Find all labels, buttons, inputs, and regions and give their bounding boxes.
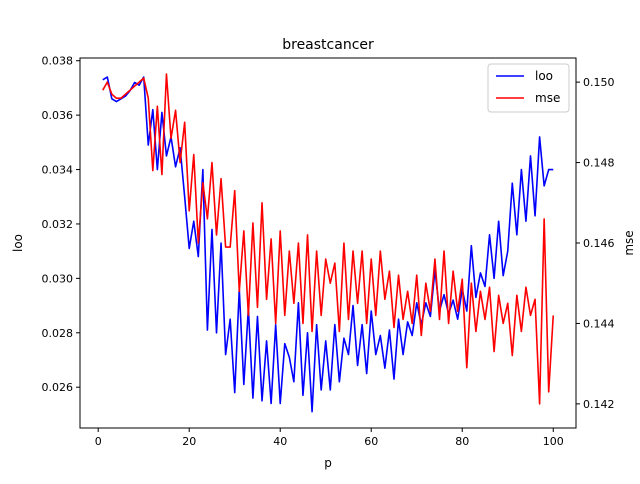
series-line-loo xyxy=(102,76,554,413)
left-y-tick-label: 0.038 xyxy=(42,55,74,68)
right-y-axis-label: mse xyxy=(622,230,636,255)
right-y-tick-label: 0.148 xyxy=(583,157,615,170)
right-y-tick-label: 0.144 xyxy=(583,317,615,330)
x-tick-label: 0 xyxy=(95,435,102,448)
left-y-tick-label: 0.030 xyxy=(42,272,74,285)
right-y-axis: 0.142 0.144 0.146 0.148 0.150 xyxy=(576,76,615,411)
right-y-tick-label: 0.146 xyxy=(583,237,615,250)
left-y-axis-label: loo xyxy=(11,234,25,252)
legend: loo mse xyxy=(487,63,570,113)
x-tick-label: 80 xyxy=(455,435,469,448)
series-line-mse xyxy=(102,73,555,405)
x-tick-label: 100 xyxy=(543,435,564,448)
x-axis: 0 20 40 60 80 100 xyxy=(95,428,564,448)
left-y-tick-label: 0.036 xyxy=(42,109,74,122)
x-tick-label: 60 xyxy=(364,435,378,448)
x-tick-label: 20 xyxy=(182,435,196,448)
left-y-tick-label: 0.026 xyxy=(42,381,74,394)
left-y-tick-label: 0.028 xyxy=(42,327,74,340)
chart-title: breastcancer xyxy=(282,37,374,53)
legend-label-mse: mse xyxy=(535,91,560,105)
left-y-tick-label: 0.032 xyxy=(42,218,74,231)
series-layer xyxy=(102,73,555,413)
x-tick-label: 40 xyxy=(273,435,287,448)
right-y-tick-label: 0.150 xyxy=(583,76,615,89)
legend-label-loo: loo xyxy=(535,69,553,83)
right-y-tick-label: 0.142 xyxy=(583,398,615,411)
left-y-tick-label: 0.034 xyxy=(42,164,74,177)
x-axis-label: p xyxy=(324,456,332,470)
left-y-axis: 0.026 0.028 0.030 0.032 0.034 0.036 0.038 xyxy=(42,55,80,394)
